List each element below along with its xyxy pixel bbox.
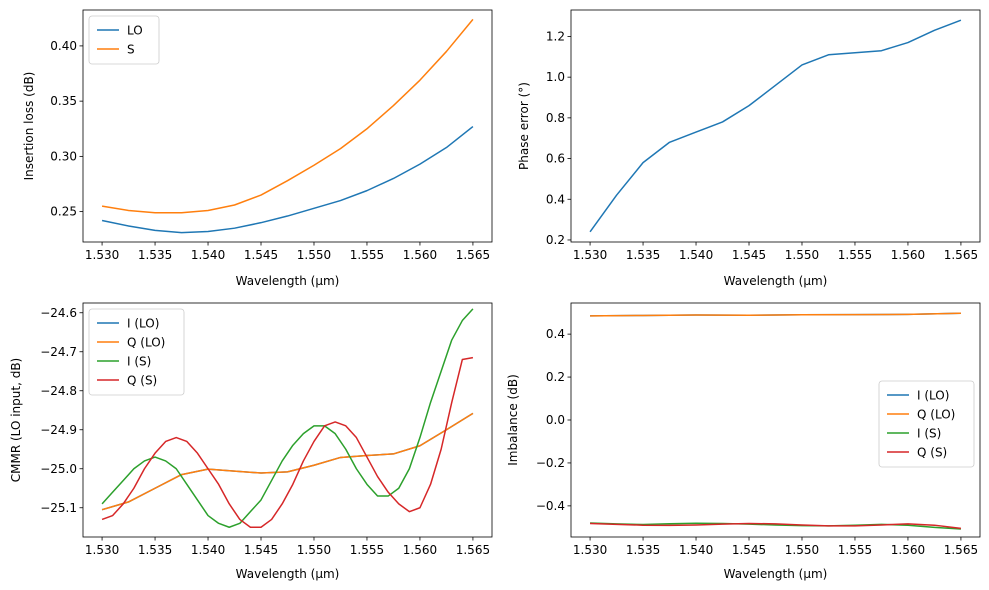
series-line-q-lo [590, 312, 961, 317]
legend-label: Q (LO) [917, 408, 955, 422]
x-axis-label: Wavelength (µm) [724, 567, 828, 581]
x-tick-label: 1.530 [573, 248, 607, 262]
x-tick-label: 1.545 [244, 543, 278, 557]
y-axis-label: Phase error (°) [517, 82, 531, 170]
series-line-q-s [590, 522, 962, 530]
axes-frame [82, 302, 493, 538]
x-axis-label: Wavelength (µm) [724, 274, 828, 288]
series-line-i-s [101, 308, 474, 528]
axes-frame [82, 9, 493, 243]
x-axis-label: Wavelength (µm) [236, 274, 340, 288]
x-tick-label: 1.540 [679, 543, 713, 557]
x-tick-label: 1.560 [891, 248, 925, 262]
chart-panel-2: 1.530 1.535 1.540 1.545 1.550 1.555 1.560 1.565… [517, 9, 981, 288]
y-tick-label: −24.9 [40, 423, 77, 437]
y-tick-label: −24.6 [40, 306, 77, 320]
chart-panel-1: 1.530 1.535 1.540 1.545 1.550 1.555 1.560 1.565… [22, 9, 493, 288]
y-tick-label: 0.25 [50, 205, 77, 219]
series-line-q-s [101, 356, 474, 528]
legend-box [88, 15, 160, 65]
legend-box [878, 380, 975, 468]
x-tick-label: 1.540 [679, 248, 713, 262]
x-tick-label: 1.565 [944, 543, 978, 557]
y-axis-label: Imbalance (dB) [506, 374, 520, 466]
y-tick-label: 0.30 [50, 149, 77, 163]
y-tick-label: −24.7 [40, 345, 77, 359]
legend-label: I (LO) [127, 317, 159, 331]
x-tick-label: 1.535 [626, 248, 660, 262]
legend: LO S [88, 15, 160, 65]
legend-label: LO [127, 24, 143, 38]
x-tick-label: 1.560 [403, 543, 437, 557]
x-tick-label: 1.535 [138, 543, 172, 557]
x-tick-label: 1.535 [626, 543, 660, 557]
x-tick-label: 1.545 [732, 248, 766, 262]
y-tick-label: 0.4 [546, 192, 565, 206]
x-tick-label: 1.530 [573, 543, 607, 557]
x-tick-label: 1.550 [297, 543, 331, 557]
x-tick-label: 1.550 [785, 543, 819, 557]
legend-label: Q (S) [127, 374, 157, 388]
x-tick-label: 1.550 [297, 248, 331, 262]
y-tick-label: 0.8 [546, 111, 565, 125]
y-tick-label: −24.8 [40, 384, 77, 398]
x-tick-label: 1.565 [456, 543, 490, 557]
legend: I (LO) Q (LO) I (S) Q (S) [88, 308, 185, 396]
y-tick-label: 0.40 [50, 39, 77, 53]
series-line-phase-error [589, 19, 962, 233]
legend-label: I (LO) [917, 389, 949, 403]
y-tick-label: 1.2 [546, 29, 565, 43]
legend-label: Q (LO) [127, 336, 165, 350]
y-tick-label: −0.4 [536, 499, 565, 513]
chart-panel-3: 1.530 1.535 1.540 1.545 1.550 1.555 1.560 1.565… [9, 302, 493, 581]
y-axis-label: Insertion loss (dB) [22, 72, 36, 181]
x-tick-label: 1.540 [191, 543, 225, 557]
x-tick-label: 1.560 [403, 248, 437, 262]
y-tick-label: 0.0 [546, 413, 565, 427]
legend-label: Q (S) [917, 446, 947, 460]
series-line-lo [101, 125, 474, 234]
y-tick-label: 0.2 [546, 233, 565, 247]
x-tick-label: 1.545 [732, 543, 766, 557]
legend: I (LO) Q (LO) I (S) Q (S) [878, 380, 975, 468]
y-axis-label: CMMR (LO input, dB) [9, 358, 23, 482]
x-tick-label: 1.555 [838, 248, 872, 262]
legend-label: I (S) [127, 355, 151, 369]
x-tick-label: 1.565 [944, 248, 978, 262]
x-tick-label: 1.565 [456, 248, 490, 262]
axes-frame [570, 9, 981, 243]
chart-panel-4: 1.530 1.535 1.540 1.545 1.550 1.555 1.560 1.565… [506, 302, 981, 581]
x-tick-label: 1.545 [244, 248, 278, 262]
x-tick-label: 1.535 [138, 248, 172, 262]
y-tick-label: 0.35 [50, 94, 77, 108]
x-tick-label: 1.555 [350, 248, 384, 262]
x-tick-label: 1.540 [191, 248, 225, 262]
x-axis-label: Wavelength (µm) [236, 567, 340, 581]
x-tick-label: 1.555 [350, 543, 384, 557]
x-tick-label: 1.560 [891, 543, 925, 557]
y-tick-label: 0.6 [546, 152, 565, 166]
legend-label: S [127, 43, 135, 57]
series-line-s [101, 18, 474, 214]
y-tick-label: 1.0 [546, 70, 565, 84]
y-tick-label: −0.2 [536, 456, 565, 470]
y-tick-label: 0.2 [546, 370, 565, 384]
series-line-q-lo [101, 412, 474, 511]
legend-label: I (S) [917, 427, 941, 441]
y-tick-label: −25.0 [40, 462, 77, 476]
x-tick-label: 1.530 [85, 248, 119, 262]
legend-box [88, 308, 185, 396]
y-tick-label: −25.1 [40, 501, 77, 515]
x-tick-label: 1.555 [838, 543, 872, 557]
x-tick-label: 1.550 [785, 248, 819, 262]
x-tick-label: 1.530 [85, 543, 119, 557]
y-tick-label: 0.4 [546, 327, 565, 341]
